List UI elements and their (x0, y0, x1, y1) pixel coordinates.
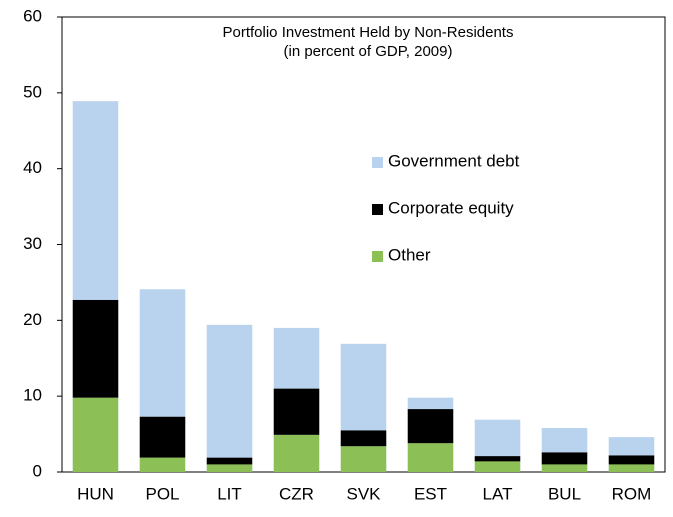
legend-swatch (372, 157, 383, 168)
bar-segment (608, 455, 655, 465)
chart-subtitle: (in percent of GDP, 2009) (284, 43, 453, 60)
x-tick-label: BUL (548, 484, 581, 503)
bar-segment (407, 397, 454, 410)
bar-segment (72, 397, 119, 472)
y-tick-label: 40 (23, 158, 42, 177)
bar-segment (474, 419, 521, 457)
legend-label: Government debt (388, 151, 520, 170)
bar-segment (474, 456, 521, 462)
legend-label: Corporate equity (388, 198, 514, 217)
bar-segment (72, 101, 119, 300)
bar-segment (340, 430, 387, 447)
x-tick-label: HUN (77, 484, 114, 503)
y-tick-label: 30 (23, 234, 42, 253)
bar-segment (72, 299, 119, 398)
y-tick-label: 60 (23, 6, 42, 25)
bar-segment (541, 452, 588, 465)
bar-segment (139, 457, 186, 472)
x-tick-label: ROM (612, 484, 652, 503)
bar-segment (206, 324, 253, 458)
chart-title: Portfolio Investment Held by Non-Residen… (223, 24, 514, 41)
bar-segment (407, 443, 454, 472)
x-tick-label: CZR (279, 484, 314, 503)
bar-segment (273, 388, 320, 435)
bar-segment (541, 464, 588, 472)
bar-segment (474, 461, 521, 472)
x-tick-label: LIT (217, 484, 242, 503)
bar-segment (273, 434, 320, 472)
y-tick-label: 10 (23, 386, 42, 405)
bar-segment (206, 464, 253, 472)
bar-segment (541, 428, 588, 453)
y-tick-label: 50 (23, 82, 42, 101)
legend-label: Other (388, 245, 431, 264)
y-tick-label: 20 (23, 310, 42, 329)
x-tick-label: LAT (483, 484, 513, 503)
bar-segment (340, 446, 387, 472)
bar-segment (139, 416, 186, 458)
bar-segment (407, 409, 454, 444)
y-tick-label: 0 (33, 461, 42, 480)
bar-segment (340, 343, 387, 431)
x-tick-label: SVK (346, 484, 381, 503)
bar-segment (608, 464, 655, 472)
bar-segment (206, 457, 253, 465)
bar-segment (273, 327, 320, 389)
x-tick-label: EST (414, 484, 447, 503)
bar-segment (608, 437, 655, 456)
legend-swatch (372, 204, 383, 215)
x-tick-label: POL (145, 484, 179, 503)
legend-swatch (372, 251, 383, 262)
bar-segment (139, 289, 186, 417)
